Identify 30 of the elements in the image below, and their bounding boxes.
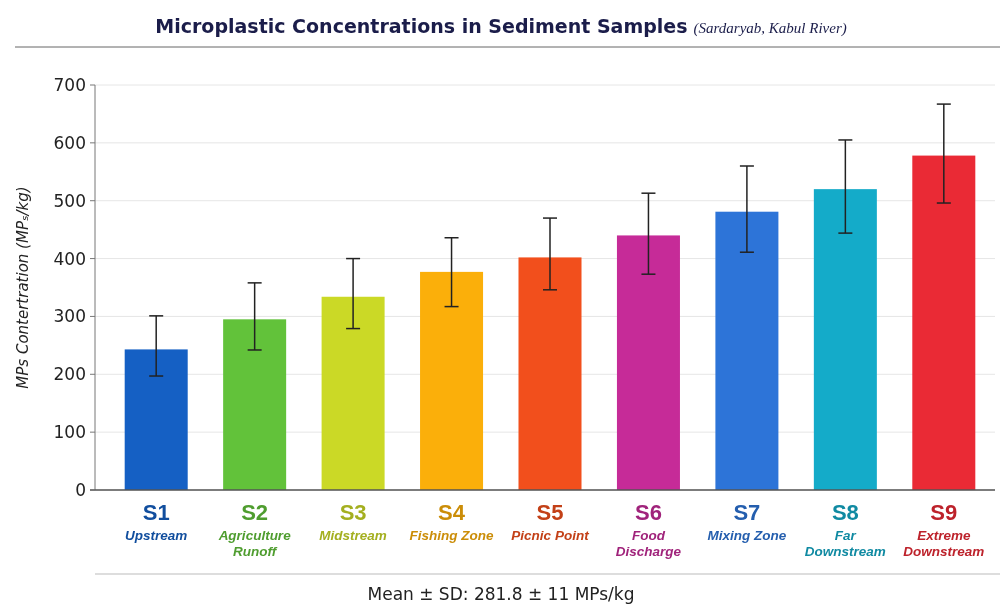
bar (420, 271, 484, 490)
x-tick-label: S7 Mixing Zone (707, 500, 787, 543)
bar (715, 211, 779, 490)
y-tick-label: 400 (53, 248, 86, 269)
y-tick-label: 0 (75, 479, 86, 500)
bar (518, 257, 582, 490)
y-tick-label: 200 (53, 364, 86, 385)
y-tick-label: 700 (53, 74, 86, 95)
y-axis-title: MPs Contertration (MPₛ/kg) (14, 186, 32, 389)
bar (223, 319, 287, 490)
x-tick-label: S1 Upstream (125, 500, 188, 543)
y-tick-label: 600 (53, 132, 86, 153)
y-tick-label: 300 (53, 306, 86, 327)
x-tick-label: S9 Extreme Downstream (903, 500, 985, 559)
x-tick-label: S4 Fishing Zone (409, 500, 495, 543)
x-tick-label: S8 Far Downstream (804, 500, 886, 559)
bar (813, 189, 877, 490)
x-tick-label: S3 Midstream (319, 500, 387, 543)
chart-subtitle: (Sardaryab, Kabul River) (693, 20, 847, 37)
bar (912, 155, 976, 490)
x-tick-label: S6 Food Discharge (615, 500, 682, 559)
bar (321, 296, 385, 490)
chart-title: Microplastic Concentrations in Sediment Samples (155, 15, 688, 37)
x-tick-label: S2 Agriculture Runoff (217, 500, 292, 559)
x-tick-label: S5 Picnic Point (511, 500, 590, 543)
y-tick-label: 100 (53, 422, 86, 443)
bar (124, 349, 188, 490)
text: Mean ± SD: 281.8 ± 11 MPs/kg (367, 584, 635, 604)
y-tick-label: 500 (53, 190, 86, 211)
bar (616, 235, 680, 490)
